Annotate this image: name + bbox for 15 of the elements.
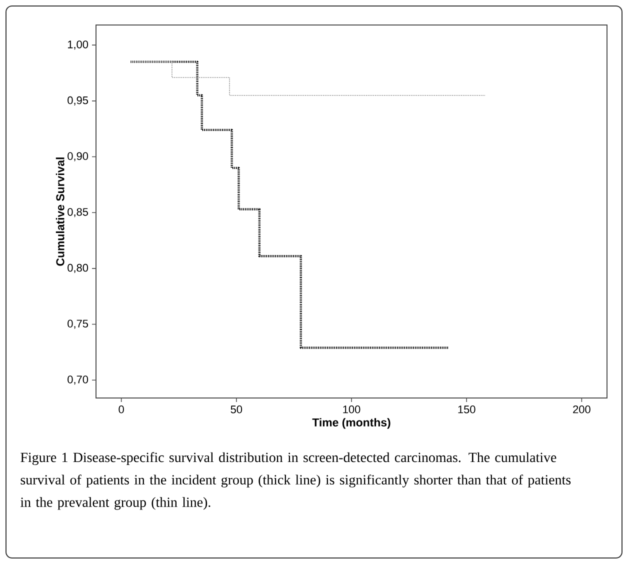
caption: Figure 1 Disease-specific survival distribution in screen-detected carcinomas. The cumulative survival of patients in the incident group (thick line) is significantly shorter than that of patients in the prevalent group (thin line).	[20, 452, 571, 510]
x-tick-label: 200	[573, 406, 590, 414]
y-tick-label: 0,95	[68, 96, 88, 106]
y-tick-label: 0,85	[68, 208, 88, 218]
x-tick-label: 0	[118, 406, 124, 414]
y-axis-title: Cumulative Survival	[56, 158, 64, 266]
x-axis-title: Time (months)	[312, 418, 390, 429]
x-tick-label: 50	[230, 406, 242, 414]
y-tick-label: 1,00	[68, 40, 88, 50]
y-tick-label: 0,70	[68, 376, 88, 385]
x-tick-label: 100	[343, 406, 360, 414]
y-tick-label: 0,80	[68, 264, 88, 273]
y-tick-label: 0,75	[68, 320, 88, 329]
y-tick-label: 0,90	[68, 152, 88, 162]
x-tick-label: 150	[458, 406, 476, 414]
